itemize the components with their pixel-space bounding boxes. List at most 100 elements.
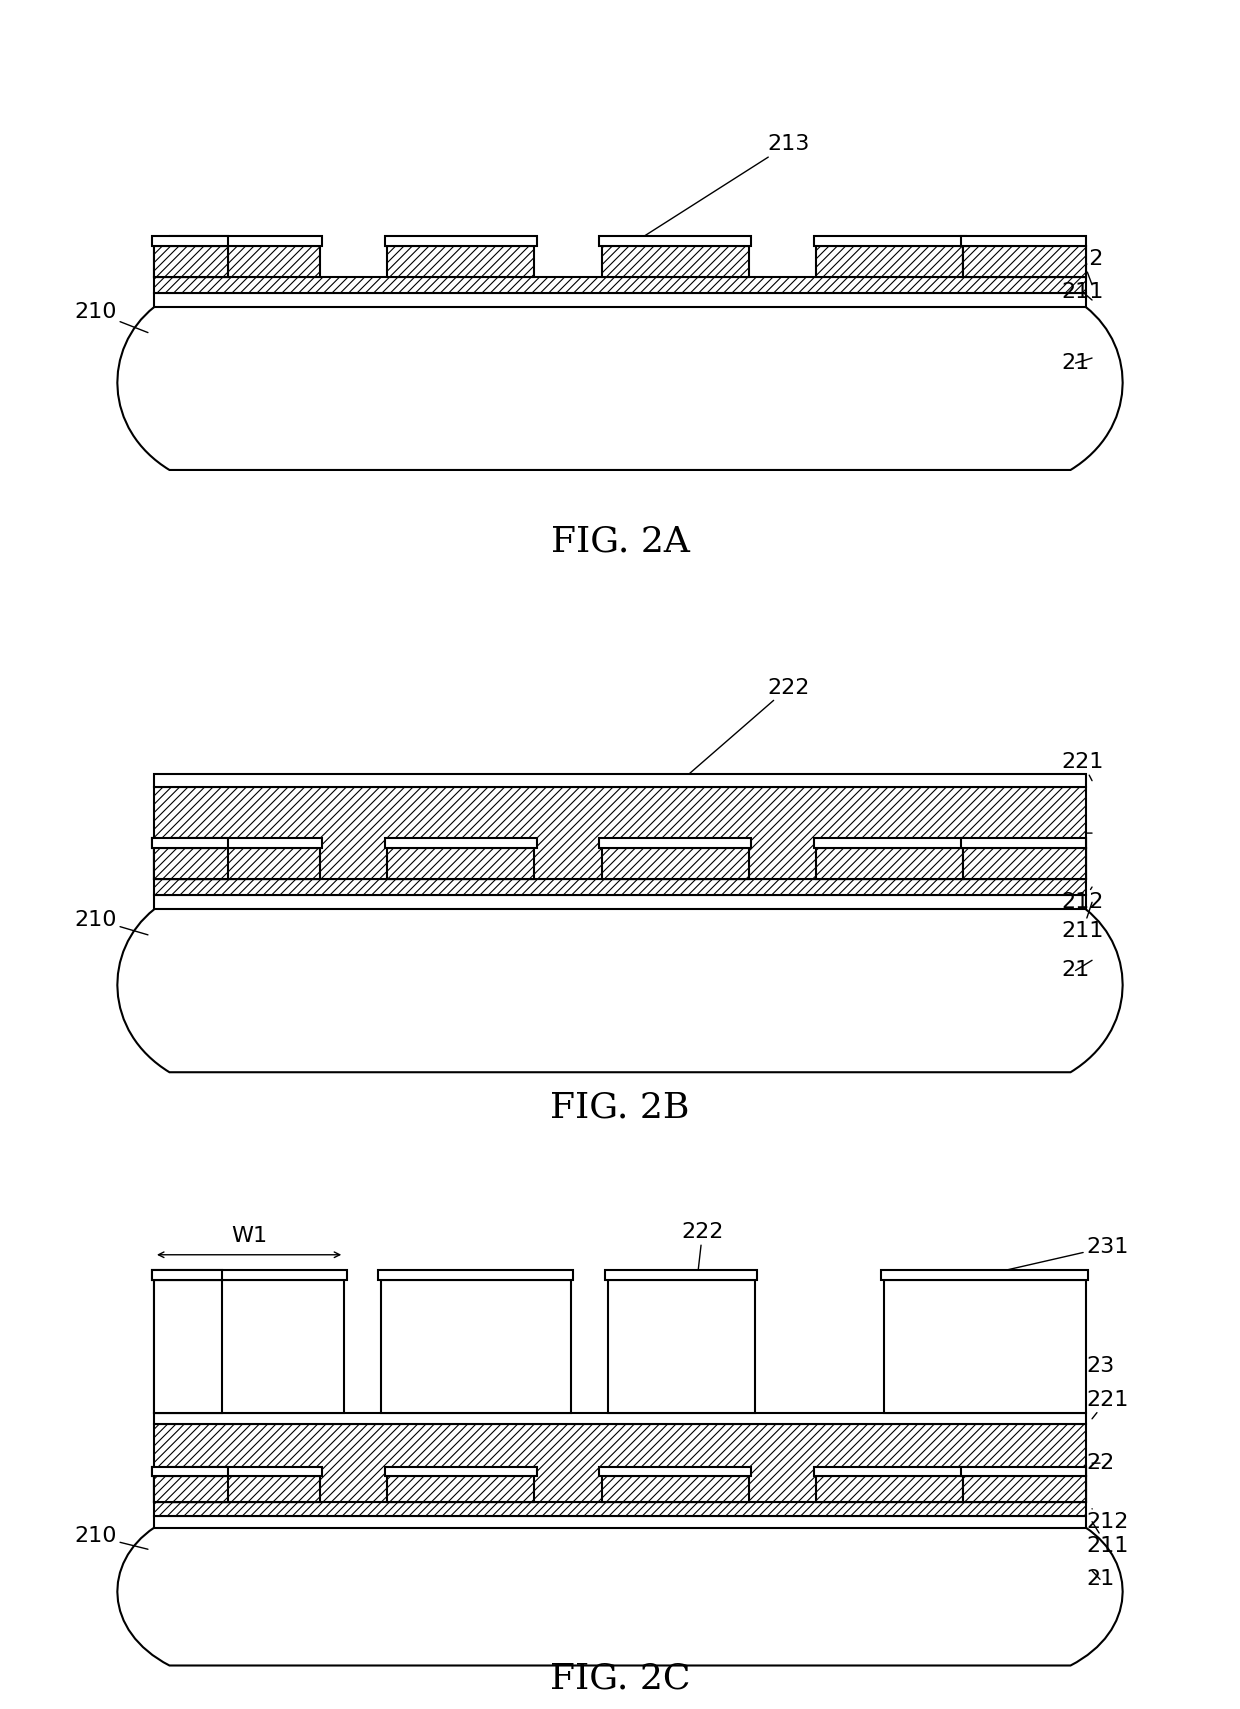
- Bar: [963, 848, 1086, 878]
- Bar: [154, 788, 1086, 878]
- Bar: [601, 1477, 749, 1502]
- Bar: [961, 236, 1086, 246]
- Bar: [170, 837, 322, 848]
- Text: FIG. 2B: FIG. 2B: [551, 1090, 689, 1125]
- Text: W1: W1: [231, 1225, 267, 1246]
- Bar: [816, 1477, 963, 1502]
- Bar: [154, 848, 228, 878]
- Text: 212: 212: [1061, 250, 1104, 285]
- Text: 212: 212: [1086, 1509, 1128, 1531]
- Bar: [154, 1424, 1086, 1502]
- Bar: [813, 837, 966, 848]
- Bar: [154, 1280, 222, 1413]
- Bar: [154, 277, 1086, 292]
- Bar: [151, 837, 228, 848]
- Bar: [154, 1502, 1086, 1516]
- Bar: [884, 1280, 1086, 1413]
- Bar: [170, 236, 322, 246]
- Bar: [387, 1477, 534, 1502]
- Bar: [151, 1270, 346, 1280]
- Bar: [961, 837, 1086, 848]
- Bar: [384, 1468, 537, 1477]
- Text: FIG. 2A: FIG. 2A: [551, 525, 689, 559]
- Bar: [151, 837, 228, 848]
- Bar: [882, 1270, 1089, 1280]
- Bar: [387, 848, 534, 878]
- Bar: [961, 1468, 1086, 1477]
- Bar: [816, 848, 963, 878]
- Text: 221: 221: [1086, 1389, 1128, 1418]
- Text: 210: 210: [74, 302, 148, 333]
- Bar: [816, 1477, 963, 1502]
- Bar: [172, 1477, 320, 1502]
- Bar: [172, 246, 320, 277]
- Text: 222: 222: [681, 677, 810, 781]
- Bar: [384, 837, 537, 848]
- Text: 211: 211: [1061, 902, 1104, 940]
- Bar: [172, 1477, 320, 1502]
- Bar: [816, 246, 963, 277]
- Bar: [599, 1468, 751, 1477]
- Text: 21: 21: [1061, 960, 1092, 981]
- Bar: [816, 848, 963, 878]
- Bar: [813, 1468, 966, 1477]
- PathPatch shape: [118, 909, 1122, 1072]
- Bar: [151, 236, 228, 246]
- Bar: [151, 1468, 228, 1477]
- Bar: [963, 246, 1086, 277]
- Bar: [601, 848, 749, 878]
- Bar: [154, 1280, 345, 1413]
- Bar: [378, 1270, 573, 1280]
- Text: 21: 21: [1086, 1569, 1115, 1589]
- Bar: [384, 236, 537, 246]
- Bar: [170, 1468, 322, 1477]
- Bar: [605, 1270, 758, 1280]
- Bar: [154, 246, 228, 277]
- Bar: [599, 837, 751, 848]
- Text: 21: 21: [1061, 354, 1092, 373]
- Bar: [154, 1477, 228, 1502]
- Text: 211: 211: [1061, 282, 1104, 302]
- Bar: [387, 246, 534, 277]
- Bar: [813, 236, 966, 246]
- Text: 211: 211: [1086, 1521, 1128, 1555]
- Bar: [963, 1477, 1086, 1502]
- Text: FIG. 2C: FIG. 2C: [549, 1661, 691, 1695]
- Bar: [599, 1468, 751, 1477]
- Text: 210: 210: [74, 1526, 148, 1550]
- Text: 213: 213: [645, 135, 810, 236]
- Bar: [154, 878, 1086, 896]
- Bar: [599, 837, 751, 848]
- Bar: [172, 848, 320, 878]
- Bar: [154, 896, 1086, 909]
- Bar: [154, 246, 228, 277]
- Bar: [599, 236, 751, 246]
- Bar: [151, 1270, 222, 1280]
- Bar: [154, 1413, 1086, 1424]
- Bar: [154, 774, 1086, 788]
- Text: 221: 221: [1061, 752, 1104, 781]
- Bar: [813, 837, 966, 848]
- PathPatch shape: [118, 308, 1122, 470]
- Bar: [381, 1280, 570, 1413]
- Bar: [387, 848, 534, 878]
- Bar: [151, 1468, 228, 1477]
- Bar: [384, 1468, 537, 1477]
- Bar: [154, 1516, 1086, 1528]
- PathPatch shape: [118, 1528, 1122, 1666]
- Bar: [172, 848, 320, 878]
- Text: 212: 212: [1061, 887, 1104, 913]
- Bar: [813, 1468, 966, 1477]
- Bar: [384, 837, 537, 848]
- Bar: [601, 1477, 749, 1502]
- Text: 23: 23: [985, 1347, 1115, 1376]
- Text: 222: 222: [681, 1222, 724, 1418]
- Bar: [170, 837, 322, 848]
- Bar: [601, 246, 749, 277]
- Text: 22: 22: [1086, 1453, 1115, 1473]
- Bar: [154, 1477, 228, 1502]
- Bar: [961, 837, 1086, 848]
- Bar: [608, 1280, 755, 1413]
- Bar: [154, 292, 1086, 308]
- Bar: [963, 1477, 1086, 1502]
